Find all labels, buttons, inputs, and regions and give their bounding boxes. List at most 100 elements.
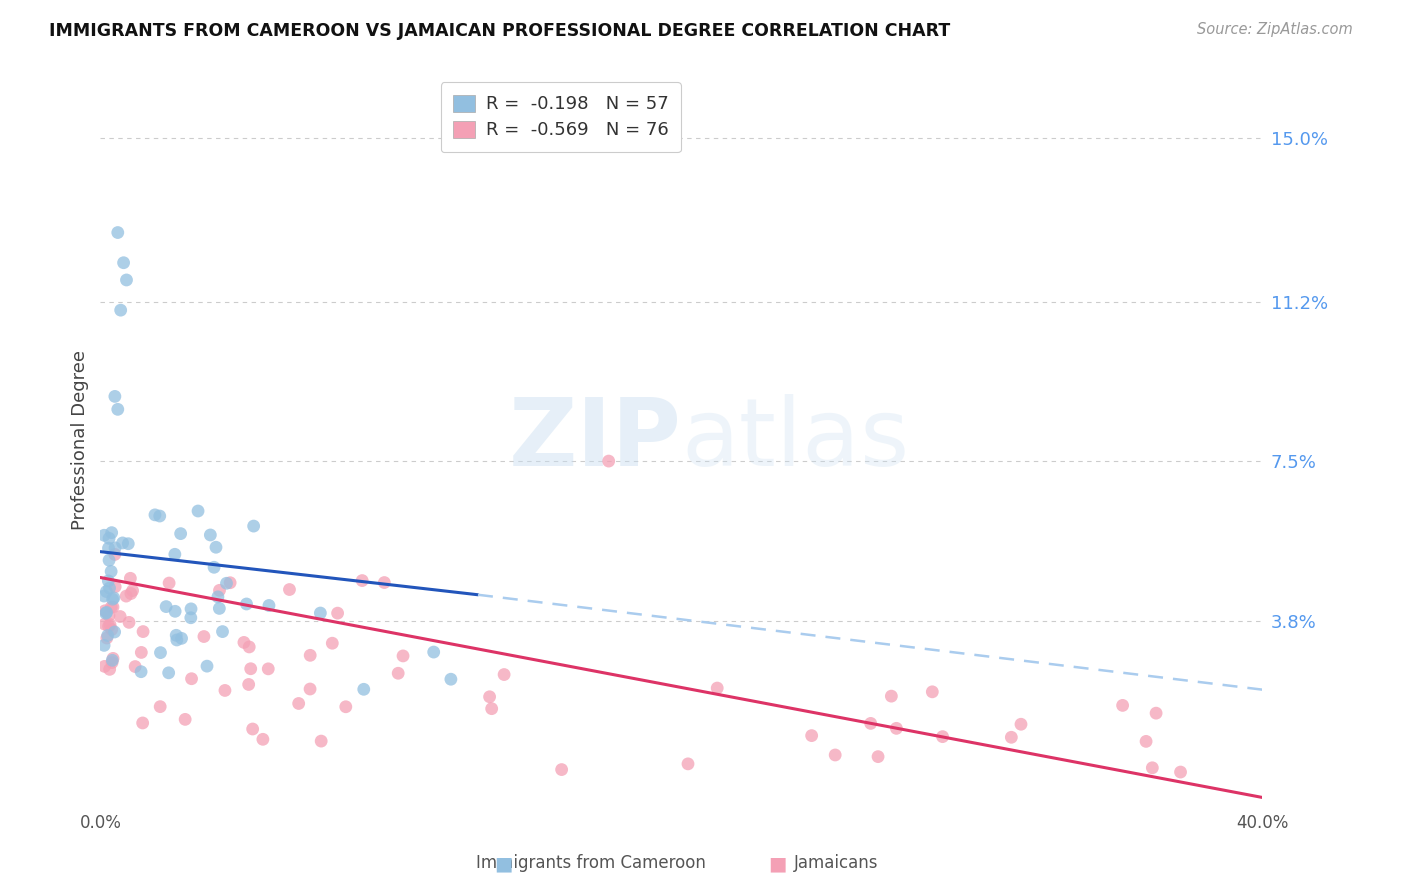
Point [117,537,139,551]
Point [115,273,138,287]
Point [598,454,620,468]
Point [149,509,172,524]
Point [108,609,131,624]
Point [238,677,260,691]
Point [107,402,129,417]
Point [309,734,332,748]
Point [149,699,172,714]
Point [859,716,882,731]
Point [1142,761,1164,775]
Point [1135,734,1157,748]
Point [165,628,187,642]
Point [1010,717,1032,731]
Point [131,645,153,659]
Point [97,574,120,588]
Point [93,659,115,673]
Point [111,536,134,550]
Point [252,732,274,747]
Point [163,547,186,561]
Point [335,699,357,714]
Point [278,582,301,597]
Point [481,701,503,715]
Text: Immigrants from Cameroon: Immigrants from Cameroon [475,855,706,872]
Point [195,659,218,673]
Point [115,589,138,603]
Point [800,729,823,743]
Point [1144,706,1167,721]
Point [104,548,127,562]
Point [98,662,121,676]
Point [93,639,115,653]
Point [352,574,374,588]
Point [238,640,260,654]
Text: ■: ■ [768,854,787,873]
Point [886,722,908,736]
Point [208,601,231,615]
Point [208,583,231,598]
Point [132,624,155,639]
Point [824,747,846,762]
Point [205,541,228,555]
Point [187,504,209,518]
Point [422,645,444,659]
Point [94,607,117,621]
Point [100,623,122,637]
Point [170,632,193,646]
Point [155,599,177,614]
Text: IMMIGRANTS FROM CAMEROON VS JAMAICAN PROFESSIONAL DEGREE CORRELATION CHART: IMMIGRANTS FROM CAMEROON VS JAMAICAN PRO… [49,22,950,40]
Point [97,541,120,556]
Point [98,531,121,545]
Point [257,662,280,676]
Point [440,672,463,686]
Point [97,619,120,633]
Point [104,580,127,594]
Point [94,604,117,618]
Point [180,611,202,625]
Text: ■: ■ [494,854,513,873]
Point [232,635,254,649]
Point [131,715,153,730]
Point [387,666,409,681]
Point [1000,731,1022,745]
Point [103,591,125,605]
Point [100,565,122,579]
Point [157,665,180,680]
Point [207,590,229,604]
Point [96,584,118,599]
Point [98,553,121,567]
Text: atlas: atlas [682,393,910,485]
Point [149,646,172,660]
Point [174,712,197,726]
Point [98,617,121,632]
Point [118,615,141,630]
Point [169,526,191,541]
Point [98,581,121,595]
Point [287,697,309,711]
Point [120,586,142,600]
Point [1111,698,1133,713]
Point [868,749,890,764]
Point [219,575,242,590]
Point [180,602,202,616]
Point [104,624,127,639]
Text: ZIP: ZIP [509,393,682,485]
Point [200,528,222,542]
Point [107,226,129,240]
Point [353,682,375,697]
Point [96,606,118,620]
Y-axis label: Professional Degree: Professional Degree [72,350,89,530]
Point [373,575,395,590]
Point [101,592,124,607]
Point [880,689,903,703]
Point [100,600,122,615]
Point [299,681,322,696]
Point [104,541,127,555]
Point [129,665,152,679]
Point [921,685,943,699]
Text: Source: ZipAtlas.com: Source: ZipAtlas.com [1197,22,1353,37]
Point [124,659,146,673]
Point [321,636,343,650]
Point [211,624,233,639]
Point [98,608,121,623]
Point [215,576,238,591]
